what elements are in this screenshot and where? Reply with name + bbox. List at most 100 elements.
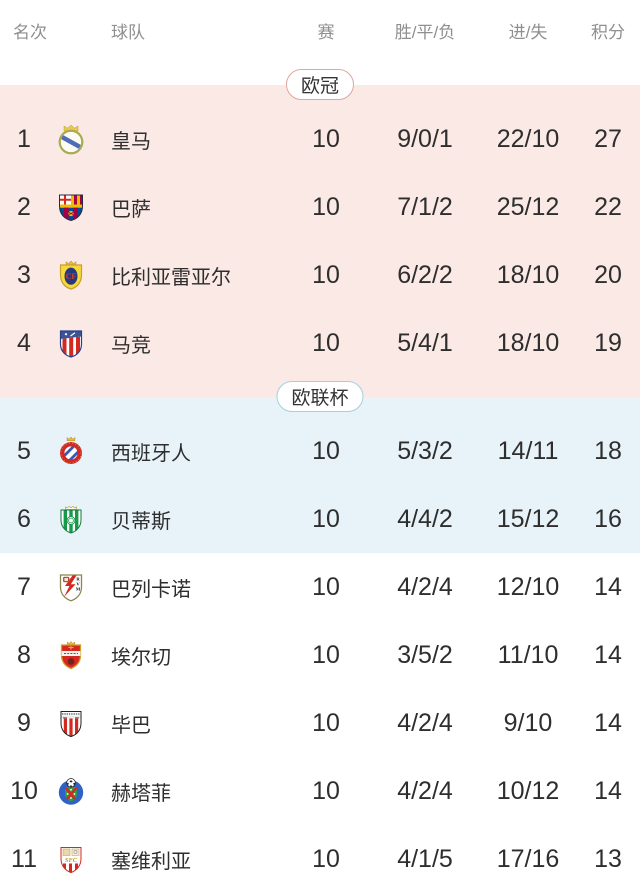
rank-cell: 5 bbox=[17, 436, 31, 465]
section-badge-ucl: 欧冠 bbox=[285, 69, 355, 100]
goals-cell: 15/12 bbox=[496, 504, 560, 533]
standings-row[interactable]: 8 埃尔切 10 3/5/2 11/10 14 bbox=[0, 621, 640, 689]
played-cell: 10 bbox=[312, 124, 340, 153]
rank-cell: 3 bbox=[17, 260, 31, 289]
svg-text:V: V bbox=[76, 582, 80, 587]
goals-cell: 11/10 bbox=[497, 640, 559, 669]
svg-text:M: M bbox=[76, 587, 81, 592]
athletic-bilbao-logo bbox=[55, 707, 87, 739]
goals-cell: 12/10 bbox=[496, 572, 560, 601]
logo-cell: CF bbox=[48, 259, 94, 291]
wdl-cell: 3/5/2 bbox=[397, 640, 453, 669]
wdl-cell: 4/2/4 bbox=[397, 572, 453, 601]
section-badge-uel: 欧联杯 bbox=[276, 381, 364, 412]
logo-cell bbox=[48, 191, 94, 223]
section-ucl: 欧冠 1 皇马 10 9/0/1 22/10 27 2 巴萨 10 7/1/2 25/12 22 3 CF 比… bbox=[0, 69, 640, 397]
played-cell: 10 bbox=[312, 328, 340, 357]
standings-row[interactable]: 4 马竞 10 5/4/1 18/10 19 bbox=[0, 309, 640, 377]
espanyol-logo bbox=[55, 435, 87, 467]
team-name: 巴萨 bbox=[111, 198, 151, 221]
rank-cell: 6 bbox=[17, 504, 31, 533]
logo-cell bbox=[48, 327, 94, 359]
played-cell: 10 bbox=[312, 436, 340, 465]
team-name: 比利亚雷亚尔 bbox=[111, 266, 231, 289]
svg-text:SFC: SFC bbox=[65, 857, 78, 864]
played-cell: 10 bbox=[312, 640, 340, 669]
logo-cell bbox=[48, 639, 94, 671]
standings-row[interactable]: 6 贝蒂斯 10 4/4/2 15/12 16 bbox=[0, 485, 640, 553]
team-name: 皇马 bbox=[111, 130, 151, 153]
standings-row[interactable]: 9 毕巴 10 4/2/4 9/10 14 bbox=[0, 689, 640, 757]
team-name: 埃尔切 bbox=[111, 646, 171, 669]
points-cell: 20 bbox=[594, 260, 622, 289]
rank-cell: 7 bbox=[17, 572, 31, 601]
logo-cell bbox=[48, 707, 94, 739]
standings-row[interactable]: 5 西班牙人 10 5/3/2 14/11 18 bbox=[0, 417, 640, 485]
wdl-cell: 7/1/2 bbox=[397, 192, 453, 221]
rank-cell: 2 bbox=[17, 192, 31, 221]
wdl-cell: 4/2/4 bbox=[397, 776, 453, 805]
rank-cell: 4 bbox=[17, 328, 31, 357]
header-points: 积分 bbox=[591, 23, 625, 42]
played-cell: 10 bbox=[312, 572, 340, 601]
played-cell: 10 bbox=[312, 708, 340, 737]
section-uel: 欧联杯 5 西班牙人 10 5/3/2 14/11 18 6 贝蒂斯 10 4/4/2 15/12 16 bbox=[0, 381, 640, 553]
header-goals: 进/失 bbox=[508, 23, 548, 42]
sevilla-logo: SFC bbox=[55, 843, 87, 875]
svg-text:R: R bbox=[76, 577, 80, 582]
played-cell: 10 bbox=[312, 844, 340, 873]
header-wdl: 胜/平/负 bbox=[394, 23, 456, 42]
logo-cell: SFC bbox=[48, 843, 94, 875]
goals-cell: 22/10 bbox=[496, 124, 560, 153]
played-cell: 10 bbox=[312, 504, 340, 533]
wdl-cell: 5/3/2 bbox=[397, 436, 453, 465]
wdl-cell: 5/4/1 bbox=[397, 328, 453, 357]
standings-row[interactable]: 2 巴萨 10 7/1/2 25/12 22 bbox=[0, 173, 640, 241]
standings-row[interactable]: 11 SFC 塞维利亚 10 4/1/5 17/16 13 bbox=[0, 825, 640, 893]
rank-cell: 10 bbox=[10, 776, 38, 805]
goals-cell: 14/11 bbox=[497, 436, 559, 465]
points-cell: 14 bbox=[594, 640, 622, 669]
goals-cell: 9/10 bbox=[503, 708, 553, 737]
team-name: 塞维利亚 bbox=[111, 850, 191, 873]
elche-logo bbox=[55, 639, 87, 671]
standings-row[interactable]: 1 皇马 10 9/0/1 22/10 27 bbox=[0, 105, 640, 173]
logo-cell bbox=[48, 435, 94, 467]
goals-cell: 25/12 bbox=[496, 192, 560, 221]
team-name: 马竞 bbox=[111, 334, 151, 357]
sections-host: 欧冠 1 皇马 10 9/0/1 22/10 27 2 巴萨 10 7/1/2 25/12 22 3 CF 比… bbox=[0, 69, 640, 893]
points-cell: 22 bbox=[594, 192, 622, 221]
standings-row[interactable]: 3 CF 比利亚雷亚尔 10 6/2/2 18/10 20 bbox=[0, 241, 640, 309]
rank-cell: 11 bbox=[11, 844, 37, 873]
played-cell: 10 bbox=[312, 260, 340, 289]
standings-row[interactable]: 7 R V M 巴列卡诺 10 4/2/4 12/10 14 bbox=[0, 553, 640, 621]
header-played: 赛 bbox=[317, 23, 335, 42]
wdl-cell: 4/1/5 bbox=[397, 844, 453, 873]
svg-text:CF: CF bbox=[66, 272, 77, 281]
points-cell: 14 bbox=[594, 572, 622, 601]
getafe-logo bbox=[55, 775, 87, 807]
points-cell: 18 bbox=[594, 436, 622, 465]
standings-row[interactable]: 10 赫塔菲 10 4/2/4 10/12 14 bbox=[0, 757, 640, 825]
section-rest: 7 R V M 巴列卡诺 10 4/2/4 12/10 14 8 埃尔切 10 3/5/2 11/10 14… bbox=[0, 553, 640, 893]
betis-logo bbox=[55, 503, 87, 535]
logo-cell bbox=[48, 503, 94, 535]
logo-cell bbox=[48, 123, 94, 155]
barcelona-logo bbox=[55, 191, 87, 223]
villarreal-logo: CF bbox=[55, 259, 87, 291]
rank-cell: 1 bbox=[17, 124, 31, 153]
real-madrid-logo bbox=[55, 123, 87, 155]
rank-cell: 9 bbox=[17, 708, 31, 737]
wdl-cell: 6/2/2 bbox=[397, 260, 453, 289]
points-cell: 14 bbox=[594, 708, 622, 737]
wdl-cell: 4/2/4 bbox=[397, 708, 453, 737]
points-cell: 27 bbox=[594, 124, 622, 153]
logo-cell bbox=[48, 775, 94, 807]
points-cell: 16 bbox=[594, 504, 622, 533]
team-name: 赫塔菲 bbox=[111, 782, 171, 805]
goals-cell: 17/16 bbox=[496, 844, 560, 873]
goals-cell: 18/10 bbox=[496, 260, 560, 289]
points-cell: 14 bbox=[594, 776, 622, 805]
